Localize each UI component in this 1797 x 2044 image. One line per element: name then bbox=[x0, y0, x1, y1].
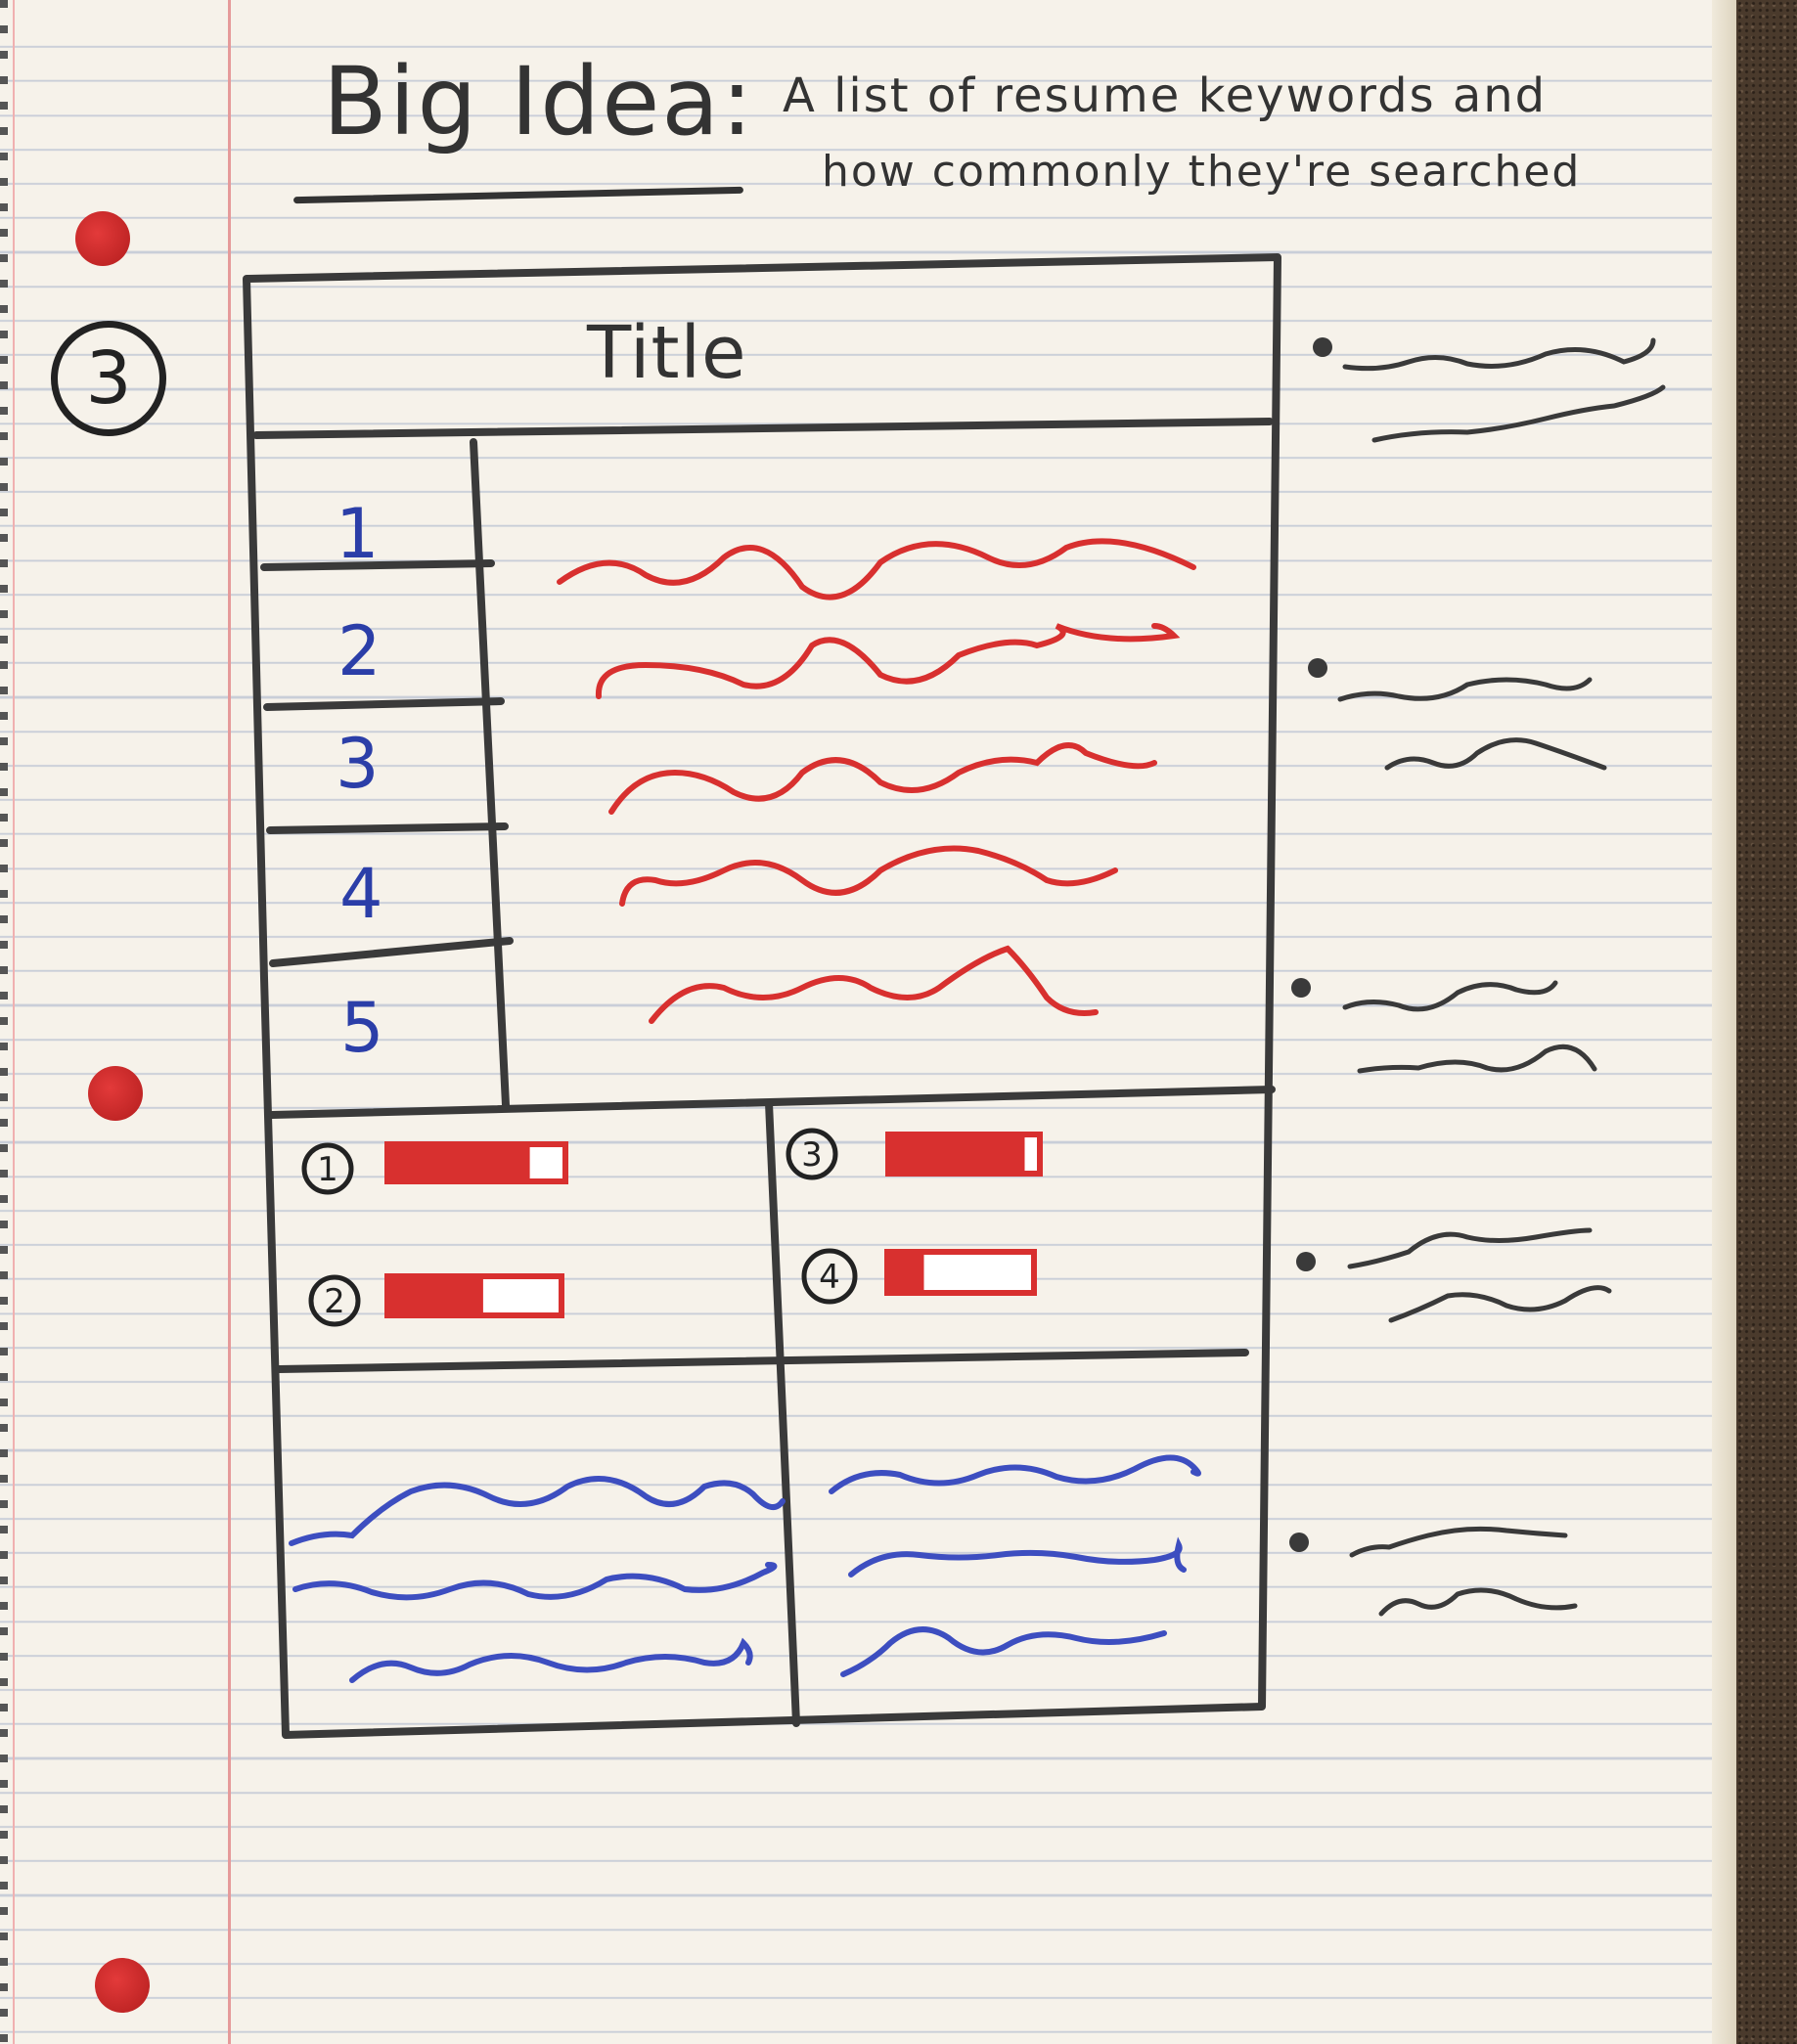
summary-line bbox=[292, 1562, 778, 1601]
bar-marker-label: 1 bbox=[317, 1150, 338, 1189]
heading: Big Idea: A list of resume keywords and … bbox=[292, 47, 1653, 223]
rank-row-separator bbox=[266, 822, 509, 834]
bar-fill bbox=[887, 1252, 924, 1293]
bullet-dot bbox=[1291, 978, 1311, 998]
bar-marker-circle bbox=[301, 1142, 354, 1195]
bar-fill bbox=[387, 1144, 530, 1181]
bar-marker-circle bbox=[801, 1248, 858, 1305]
bullet-dot bbox=[1308, 658, 1327, 678]
keyword-line bbox=[649, 945, 1099, 1024]
heading-line-2: how commonly they're searched bbox=[822, 147, 1582, 197]
keyword-lines bbox=[557, 538, 1196, 1024]
rank-number: 5 bbox=[340, 988, 384, 1068]
frame-outline bbox=[243, 253, 1281, 1739]
binder-hole-middle bbox=[88, 1066, 143, 1121]
side-note-line bbox=[1342, 980, 1558, 1012]
summary-text-lines bbox=[289, 1454, 1201, 1683]
bar-section-divider bbox=[765, 1099, 800, 1727]
bar-marker-label: 2 bbox=[324, 1282, 345, 1321]
desk-background bbox=[1736, 0, 1797, 2044]
side-note-line bbox=[1388, 1285, 1612, 1323]
wireframe-title: Title bbox=[587, 311, 747, 395]
bar-fill bbox=[387, 1276, 483, 1315]
bar-markers bbox=[301, 1128, 858, 1327]
bullet-dot bbox=[1313, 337, 1332, 357]
side-note-line bbox=[1371, 384, 1666, 443]
rank-row-separator bbox=[263, 697, 505, 711]
bar-marker-labels: 1 2 3 4 bbox=[317, 1135, 840, 1321]
side-note-line bbox=[1378, 1587, 1578, 1617]
keyword-line bbox=[557, 538, 1196, 600]
rank-column-divider bbox=[470, 438, 510, 1109]
page-number: 3 bbox=[51, 321, 166, 436]
popularity-bars bbox=[384, 1132, 1043, 1318]
side-note-line bbox=[1384, 737, 1607, 771]
binder-hole-top bbox=[75, 211, 130, 266]
bar-marker-circle bbox=[308, 1274, 361, 1327]
side-note-line bbox=[1349, 1526, 1568, 1558]
side-note-line bbox=[1337, 677, 1593, 702]
margin-line bbox=[228, 0, 231, 2044]
bar-marker-label: 3 bbox=[801, 1135, 823, 1175]
left-margin-line bbox=[13, 0, 15, 2044]
summary-line bbox=[289, 1476, 786, 1546]
lower-divider bbox=[275, 1349, 1249, 1373]
rank-number: 3 bbox=[336, 724, 380, 804]
bar-fill bbox=[888, 1134, 1025, 1174]
side-note-lines bbox=[1337, 337, 1666, 1617]
side-note-line bbox=[1347, 1227, 1593, 1269]
heading-line-1: A list of resume keywords and bbox=[783, 68, 1548, 123]
rank-number: 1 bbox=[336, 494, 380, 574]
rank-number: 2 bbox=[337, 611, 382, 691]
bar-marker-label: 4 bbox=[819, 1258, 840, 1297]
summary-line bbox=[840, 1626, 1167, 1677]
bar-marker-circle bbox=[786, 1128, 838, 1180]
side-note-bullets bbox=[1289, 337, 1332, 1552]
summary-line bbox=[829, 1454, 1201, 1494]
binder-hole-bottom bbox=[95, 1958, 150, 2013]
side-note-line bbox=[1357, 1044, 1597, 1074]
summary-line bbox=[848, 1536, 1187, 1577]
heading-label: Big Idea: bbox=[323, 47, 755, 156]
keyword-line bbox=[608, 742, 1157, 815]
summary-line bbox=[349, 1637, 753, 1683]
rank-row-separator bbox=[269, 937, 514, 967]
bullet-dot bbox=[1296, 1252, 1316, 1271]
bullet-dot bbox=[1289, 1533, 1309, 1552]
side-note-line bbox=[1342, 337, 1656, 372]
perforation-edge bbox=[0, 0, 8, 2044]
rank-row-separator bbox=[260, 559, 495, 571]
keyword-line bbox=[619, 845, 1118, 907]
keyword-line bbox=[595, 623, 1181, 699]
notebook-paper bbox=[0, 0, 1736, 2044]
rank-number: 4 bbox=[339, 854, 383, 934]
title-divider bbox=[252, 418, 1274, 439]
